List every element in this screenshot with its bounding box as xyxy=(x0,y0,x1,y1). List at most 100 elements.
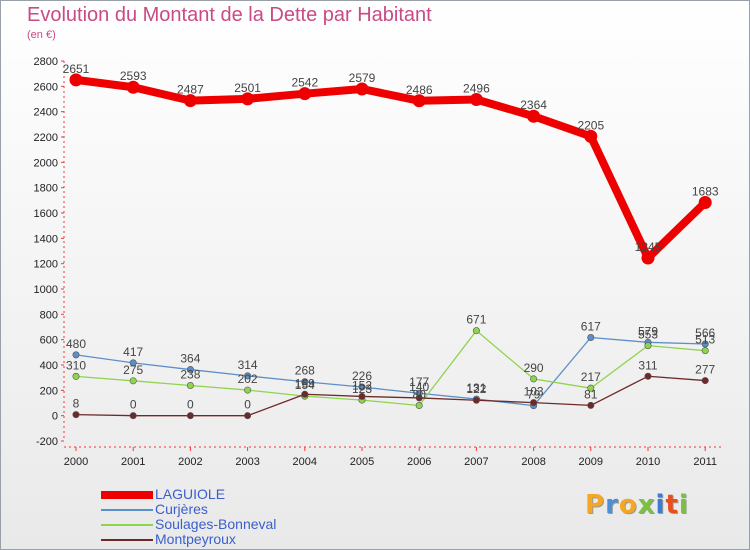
data-point xyxy=(701,347,709,355)
data-point xyxy=(584,129,598,143)
data-label: 277 xyxy=(695,363,715,377)
x-tick-label: 2002 xyxy=(178,456,202,468)
data-label: 314 xyxy=(238,358,258,372)
data-point xyxy=(412,94,426,108)
series-soulages-bonneval xyxy=(72,327,709,410)
series-line xyxy=(75,375,706,417)
data-point xyxy=(415,402,423,410)
data-label: 8 xyxy=(73,397,80,411)
x-tick-label: 2007 xyxy=(464,456,488,468)
legend-label: LAGUIOLE xyxy=(155,486,226,502)
data-label: 310 xyxy=(66,358,86,372)
legend-label: Curjères xyxy=(155,501,208,517)
data-point xyxy=(527,109,541,123)
data-point xyxy=(641,251,655,265)
data-label: 579 xyxy=(638,324,658,338)
legend-label: Montpeyroux xyxy=(155,531,236,547)
y-tick-label: 2000 xyxy=(34,157,58,169)
data-point xyxy=(72,372,80,380)
labels-layer: 480 417 364 314 268 226 177 131 79 617 579 566 310 27… xyxy=(63,62,719,412)
data-point xyxy=(69,73,83,87)
data-point xyxy=(698,195,712,209)
data-label: 1683 xyxy=(692,184,719,198)
data-point xyxy=(644,372,652,380)
data-label: 553 xyxy=(638,328,658,342)
legend: LAGUIOLE Curjères Soulages-Bonneval Montpey… xyxy=(101,486,361,547)
chart-subtitle: (en €) xyxy=(27,29,56,41)
y-tick-label: 0 xyxy=(52,411,58,423)
data-point xyxy=(244,412,252,420)
y-tick-label: -200 xyxy=(36,436,58,448)
y-tick-label: 1400 xyxy=(34,233,58,245)
data-point xyxy=(72,411,80,419)
data-point xyxy=(530,375,538,383)
data-point xyxy=(701,340,709,348)
x-tick-label: 2009 xyxy=(579,456,603,468)
data-label: 131 xyxy=(466,381,486,395)
data-label: 480 xyxy=(66,337,86,351)
data-label: 275 xyxy=(123,363,143,377)
x-tick-label: 2005 xyxy=(350,456,374,468)
data-label: 0 xyxy=(244,398,251,412)
series-line xyxy=(72,75,710,262)
data-label: 617 xyxy=(581,320,601,334)
data-label: 202 xyxy=(238,372,258,386)
y-tick-label: 800 xyxy=(40,309,58,321)
data-point xyxy=(530,399,538,407)
x-tick-label: 2008 xyxy=(521,456,545,468)
data-label: 268 xyxy=(295,364,315,378)
data-label: 364 xyxy=(180,352,200,366)
data-point xyxy=(301,378,309,386)
data-label: 2593 xyxy=(120,69,147,83)
x-tick-label: 2004 xyxy=(293,456,317,468)
y-tick-label: 1200 xyxy=(34,259,58,271)
legend-label: Soulages-Bonneval xyxy=(155,516,277,532)
data-label: 2579 xyxy=(349,71,376,85)
y-tick-label: 1800 xyxy=(34,183,58,195)
data-label: 80 xyxy=(413,388,427,402)
data-point xyxy=(244,372,252,380)
legend-item-soulages-bonneval: Soulages-Bonneval xyxy=(101,516,361,532)
data-label: 417 xyxy=(123,345,143,359)
data-label: 2501 xyxy=(234,81,261,95)
data-label: 2496 xyxy=(463,82,490,96)
data-point xyxy=(298,87,312,101)
data-point xyxy=(587,334,595,342)
y-tick-label: 2200 xyxy=(34,132,58,144)
proxiti-logo: Proxiti xyxy=(585,490,689,520)
data-label: 123 xyxy=(352,382,372,396)
data-label: 290 xyxy=(524,361,544,375)
y-tick-label: 2800 xyxy=(34,56,58,68)
data-label: 103 xyxy=(524,385,544,399)
data-point xyxy=(186,412,194,420)
y-tick-label: 1600 xyxy=(34,208,58,220)
series-laguiole xyxy=(69,73,712,265)
data-point xyxy=(358,392,366,400)
data-label: 2487 xyxy=(177,83,204,97)
data-point xyxy=(186,366,194,374)
chart-title: Evolution du Montant de la Dette par Hab… xyxy=(27,4,432,26)
data-point xyxy=(241,92,255,106)
x-tick-label: 2000 xyxy=(64,456,88,468)
data-label: 2542 xyxy=(291,76,318,90)
data-label: 566 xyxy=(695,326,715,340)
data-point xyxy=(358,383,366,391)
y-tick-label: 200 xyxy=(40,385,58,397)
series-line xyxy=(75,330,706,407)
y-tick-label: 600 xyxy=(40,335,58,347)
data-point xyxy=(472,396,480,404)
data-label: 1245 xyxy=(635,240,662,254)
data-label: 122 xyxy=(466,382,486,396)
legend-item-curj-res: Curjères xyxy=(101,501,361,517)
data-label: 226 xyxy=(352,369,372,383)
x-tick-label: 2011 xyxy=(693,456,717,468)
data-label: 2205 xyxy=(577,118,604,132)
y-tick-label: 1000 xyxy=(34,284,58,296)
data-point xyxy=(129,377,137,385)
data-label: 238 xyxy=(180,368,200,382)
data-point xyxy=(244,386,252,394)
data-label: 2364 xyxy=(520,98,547,112)
data-point xyxy=(183,94,197,108)
